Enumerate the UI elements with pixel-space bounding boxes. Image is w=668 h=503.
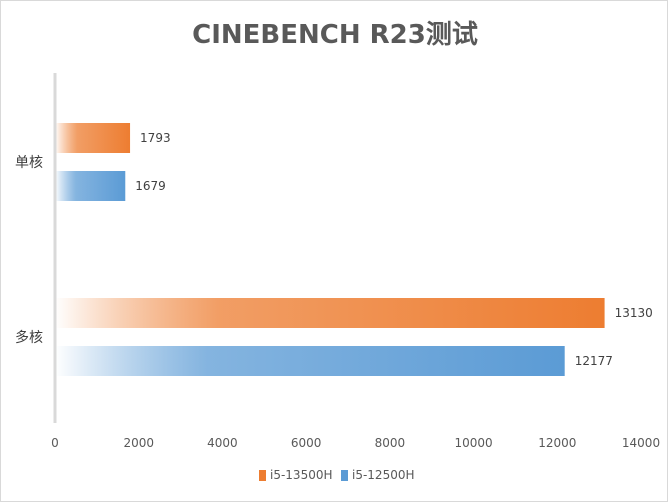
chart-title: CINEBENCH R23测试 <box>192 20 478 50</box>
x-tick-label: 10000 <box>454 436 492 450</box>
legend-swatch <box>259 470 266 481</box>
x-tick-label: 14000 <box>622 436 660 450</box>
legend-label: i5-13500H <box>270 468 333 482</box>
bar-multi-core-series-1 <box>55 298 605 328</box>
x-tick-label: 2000 <box>123 436 154 450</box>
bar-single-core-series-2 <box>55 171 126 201</box>
data-label: 1793 <box>140 131 171 145</box>
x-tick-label: 8000 <box>375 436 406 450</box>
bar-single-core-series-1 <box>55 123 131 153</box>
x-tick-label: 0 <box>51 436 59 450</box>
legend-label: i5-12500H <box>352 468 415 482</box>
x-tick-label: 4000 <box>207 436 238 450</box>
bar-multi-core-series-2 <box>55 346 565 376</box>
legend-swatch <box>341 470 348 481</box>
data-label: 1679 <box>135 179 166 193</box>
data-label: 12177 <box>575 354 613 368</box>
data-label: 13130 <box>615 306 653 320</box>
x-tick-label: 6000 <box>291 436 322 450</box>
category-label: 多核 <box>15 329 43 346</box>
category-label: 单核 <box>15 155 43 171</box>
x-tick-label: 12000 <box>538 436 576 450</box>
